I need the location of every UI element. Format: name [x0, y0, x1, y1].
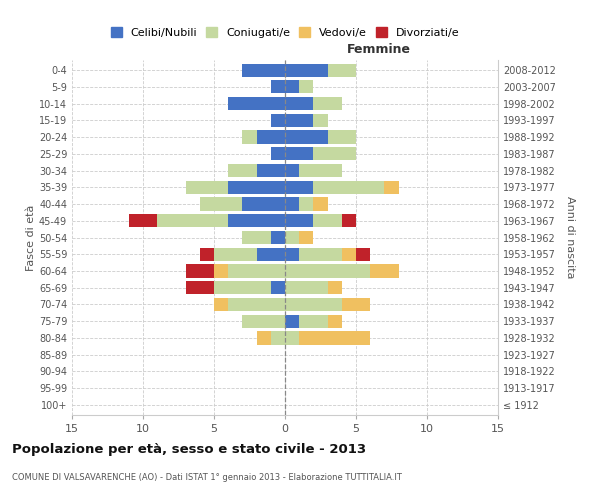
Bar: [356, 248, 370, 261]
Bar: [271, 231, 285, 244]
Bar: [285, 198, 299, 210]
Bar: [285, 147, 313, 160]
Bar: [285, 332, 299, 344]
Bar: [271, 281, 285, 294]
Bar: [299, 248, 342, 261]
Bar: [285, 214, 313, 228]
Bar: [185, 264, 214, 278]
Bar: [200, 198, 242, 210]
Bar: [242, 64, 285, 76]
Bar: [285, 248, 299, 261]
Text: COMUNE DI VALSAVARENCHE (AO) - Dati ISTAT 1° gennaio 2013 - Elaborazione TUTTITA: COMUNE DI VALSAVARENCHE (AO) - Dati ISTA…: [12, 472, 402, 482]
Text: Popolazione per età, sesso e stato civile - 2013: Popolazione per età, sesso e stato civil…: [12, 442, 366, 456]
Bar: [385, 180, 398, 194]
Bar: [129, 214, 157, 228]
Bar: [214, 281, 271, 294]
Bar: [285, 314, 299, 328]
Bar: [342, 248, 356, 261]
Bar: [228, 164, 257, 177]
Bar: [313, 180, 385, 194]
Bar: [299, 332, 370, 344]
Bar: [285, 180, 313, 194]
Bar: [271, 80, 285, 94]
Bar: [228, 264, 285, 278]
Bar: [228, 97, 285, 110]
Bar: [271, 332, 285, 344]
Bar: [242, 314, 285, 328]
Bar: [242, 130, 257, 143]
Bar: [342, 298, 370, 311]
Bar: [214, 248, 257, 261]
Bar: [285, 164, 299, 177]
Legend: Celibi/Nubili, Coniugati/e, Vedovi/e, Divorziati/e: Celibi/Nubili, Coniugati/e, Vedovi/e, Di…: [106, 23, 464, 42]
Bar: [285, 80, 299, 94]
Bar: [285, 130, 328, 143]
Text: Femmine: Femmine: [347, 44, 411, 57]
Bar: [313, 114, 328, 127]
Bar: [200, 248, 214, 261]
Bar: [328, 130, 356, 143]
Bar: [228, 214, 285, 228]
Bar: [328, 281, 342, 294]
Bar: [285, 298, 342, 311]
Bar: [257, 248, 285, 261]
Bar: [299, 80, 313, 94]
Bar: [313, 97, 342, 110]
Bar: [157, 214, 228, 228]
Bar: [313, 198, 328, 210]
Bar: [342, 214, 356, 228]
Bar: [299, 198, 313, 210]
Bar: [214, 264, 228, 278]
Bar: [214, 298, 228, 311]
Bar: [185, 180, 228, 194]
Bar: [185, 281, 214, 294]
Bar: [228, 180, 285, 194]
Bar: [328, 314, 342, 328]
Bar: [257, 164, 285, 177]
Bar: [257, 130, 285, 143]
Bar: [328, 64, 356, 76]
Bar: [257, 332, 271, 344]
Y-axis label: Fasce di età: Fasce di età: [26, 204, 36, 270]
Bar: [299, 231, 313, 244]
Bar: [285, 264, 370, 278]
Bar: [285, 64, 328, 76]
Bar: [313, 214, 342, 228]
Bar: [313, 147, 356, 160]
Bar: [299, 314, 328, 328]
Bar: [285, 281, 328, 294]
Bar: [271, 114, 285, 127]
Bar: [228, 298, 285, 311]
Y-axis label: Anni di nascita: Anni di nascita: [565, 196, 575, 279]
Bar: [370, 264, 398, 278]
Bar: [242, 198, 285, 210]
Bar: [285, 97, 313, 110]
Bar: [242, 231, 271, 244]
Bar: [285, 114, 313, 127]
Bar: [285, 231, 299, 244]
Bar: [299, 164, 342, 177]
Bar: [271, 147, 285, 160]
